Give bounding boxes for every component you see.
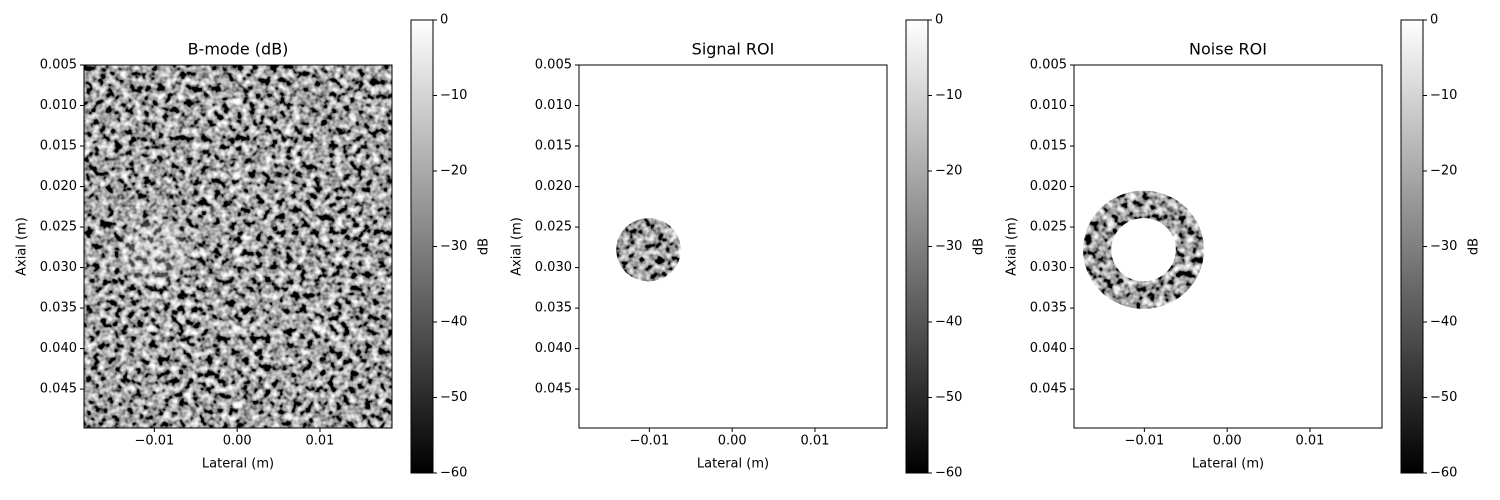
x-axis-label: Lateral (m) [202, 457, 274, 472]
panel: −0.01 0.00 0.01 0.005 0.010 0.015 0.020 0.025 0.… [1005, 13, 1482, 481]
colorbar-tick-label: −30 [440, 239, 467, 254]
x-tick-label: −0.01 [629, 434, 669, 449]
y-tick-label: 0.025 [40, 220, 77, 235]
y-axis-label: Axial (m) [15, 217, 30, 276]
y-tick-label: 0.040 [1030, 341, 1067, 356]
colorbar-tick-label: −10 [935, 88, 962, 103]
colorbar [1400, 19, 1424, 474]
colorbar-tick-label: −60 [440, 466, 467, 481]
y-tick-label: 0.020 [1030, 179, 1067, 194]
y-tick-label: 0.035 [535, 301, 572, 316]
colorbar-tick-label: −20 [1430, 164, 1457, 179]
colorbar [905, 19, 929, 474]
y-tick-label: 0.045 [535, 382, 572, 397]
title: Signal ROI [692, 40, 775, 59]
x-axis-label: Lateral (m) [1192, 457, 1264, 472]
image [84, 65, 392, 428]
panel: −0.01 0.00 0.01 0.005 0.010 0.015 0.020 0.025 0.… [15, 13, 492, 481]
point-target [232, 401, 243, 409]
colorbar-tick-label: −60 [1430, 466, 1457, 481]
y-tick-label: 0.005 [535, 58, 572, 73]
colorbar-tick-label: −10 [1430, 88, 1457, 103]
x-axis-label: Lateral (m) [697, 457, 769, 472]
axes-frame [1073, 64, 1383, 429]
point-target [232, 172, 243, 180]
roi-image [1083, 190, 1204, 309]
y-tick-label: 0.010 [1030, 98, 1067, 113]
x-tick-label: 0.00 [718, 434, 747, 449]
x-tick-label: 0.01 [800, 434, 829, 449]
colorbar-tick-label: −60 [935, 466, 962, 481]
colorbar-tick-label: 0 [935, 13, 943, 28]
colorbar-tick-label: −40 [440, 315, 467, 330]
panel: −0.01 0.00 0.01 0.005 0.010 0.015 0.020 0.025 0.… [510, 13, 987, 481]
cyst [122, 219, 189, 285]
colorbar-label: dB [1467, 238, 1482, 255]
y-tick-label: 0.035 [1030, 301, 1067, 316]
y-tick-label: 0.015 [40, 139, 77, 154]
colorbar-tick-label: −20 [935, 164, 962, 179]
colorbar [410, 19, 434, 474]
point-target [232, 324, 243, 332]
y-tick-label: 0.045 [40, 382, 77, 397]
y-tick-label: 0.005 [1030, 58, 1067, 73]
y-tick-label: 0.020 [40, 179, 77, 194]
image [616, 218, 681, 282]
x-tick-label: 0.00 [1213, 434, 1242, 449]
colorbar-tick-label: 0 [1430, 13, 1438, 28]
colorbar-label: dB [477, 238, 492, 255]
x-tick-label: −0.01 [134, 434, 174, 449]
colorbar-tick-label: −10 [440, 88, 467, 103]
y-tick-label: 0.030 [535, 260, 572, 275]
y-tick-label: 0.010 [40, 98, 77, 113]
y-tick-label: 0.005 [40, 58, 77, 73]
x-tick-label: 0.00 [223, 434, 252, 449]
title: Noise ROI [1189, 40, 1267, 59]
colorbar-label: dB [972, 238, 987, 255]
x-tick-label: 0.01 [305, 434, 334, 449]
y-tick-label: 0.030 [1030, 260, 1067, 275]
axes-frame [578, 64, 888, 429]
colorbar-tick-label: 0 [440, 13, 448, 28]
y-tick-label: 0.020 [535, 179, 572, 194]
colorbar-tick-label: −50 [935, 390, 962, 405]
colorbar-tick-label: −30 [935, 239, 962, 254]
y-tick-label: 0.025 [535, 220, 572, 235]
point-target [145, 324, 156, 332]
title: B-mode (dB) [188, 40, 289, 59]
y-axis-label: Axial (m) [510, 217, 525, 276]
colorbar-tick-label: −40 [935, 315, 962, 330]
y-tick-label: 0.030 [40, 260, 77, 275]
y-tick-label: 0.015 [1030, 139, 1067, 154]
x-tick-label: −0.01 [1124, 434, 1164, 449]
roi-image [616, 218, 681, 282]
point-target [232, 97, 243, 105]
y-tick-label: 0.015 [535, 139, 572, 154]
colorbar-tick-label: −20 [440, 164, 467, 179]
y-tick-label: 0.045 [1030, 382, 1067, 397]
point-target [312, 324, 323, 332]
y-tick-label: 0.010 [535, 98, 572, 113]
axes-frame [83, 64, 393, 429]
y-tick-label: 0.025 [1030, 220, 1067, 235]
y-tick-label: 0.035 [40, 301, 77, 316]
colorbar-tick-label: −50 [440, 390, 467, 405]
image [1083, 190, 1204, 309]
point-target [232, 247, 243, 255]
y-tick-label: 0.040 [535, 341, 572, 356]
colorbar-tick-label: −40 [1430, 315, 1457, 330]
y-tick-label: 0.040 [40, 341, 77, 356]
y-axis-label: Axial (m) [1005, 217, 1020, 276]
colorbar-tick-label: −50 [1430, 390, 1457, 405]
colorbar-tick-label: −30 [1430, 239, 1457, 254]
x-tick-label: 0.01 [1295, 434, 1324, 449]
